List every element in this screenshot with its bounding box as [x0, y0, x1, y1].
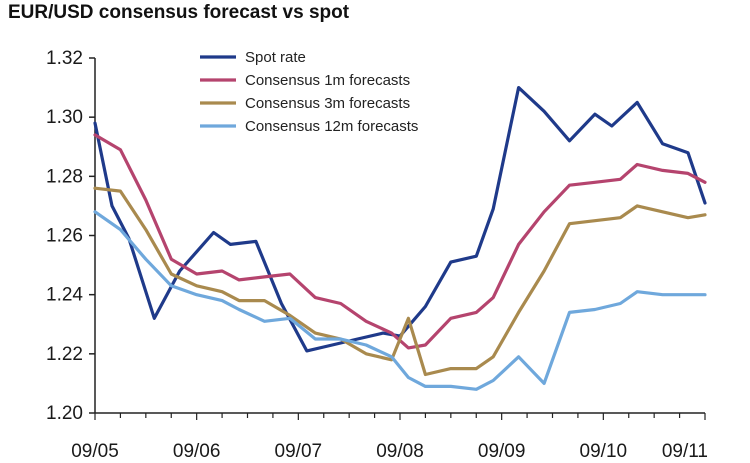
series-line-consensus-12m-forecasts — [93, 210, 707, 391]
x-tick-label: 09/09 — [478, 441, 526, 462]
chart-title: EUR/USD consensus forecast vs spot — [8, 2, 350, 23]
y-tick-label: 1.28 — [46, 166, 83, 187]
y-tick-label: 1.32 — [46, 48, 83, 69]
legend-label: Consensus 3m forecasts — [245, 95, 410, 112]
x-tick-label: 09/10 — [580, 441, 628, 462]
legend-label: Spot rate — [245, 49, 306, 66]
x-tick-label: 09/06 — [173, 441, 221, 462]
x-tick-label: 09/11 — [662, 441, 708, 462]
legend-label: Consensus 12m forecasts — [245, 118, 418, 135]
y-tick-label: 1.30 — [46, 107, 83, 128]
y-tick-label: 1.26 — [46, 226, 83, 247]
x-tick-label: 09/05 — [71, 441, 119, 462]
axes: 1.20 1.22 1.24 1.26 1.28 1.30 1.32 09/05 09/06 09… — [46, 48, 708, 462]
series-line-consensus-1m-forecasts — [93, 133, 707, 350]
series-line-consensus-3m-forecasts — [93, 186, 707, 377]
x-tick-label: 09/08 — [376, 441, 424, 462]
y-tick-label: 1.22 — [46, 344, 83, 365]
legend-label: Consensus 1m forecasts — [245, 72, 410, 89]
x-tick-label: 09/07 — [275, 441, 323, 462]
y-tick-label: 1.20 — [46, 403, 83, 424]
series-lines — [93, 86, 707, 391]
y-tick-label: 1.24 — [46, 285, 83, 306]
legend: Spot rate Consensus 1m forecasts Consensus… — [200, 49, 418, 135]
